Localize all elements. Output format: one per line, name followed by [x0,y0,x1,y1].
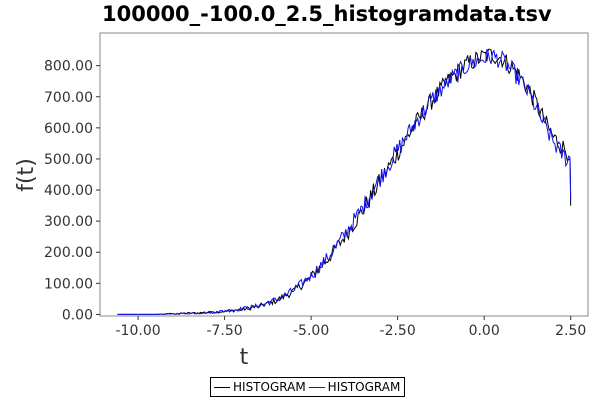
y-axis-label: f(t) [14,158,39,192]
y-tick-label: 0.00 [62,307,93,323]
series-line-1 [117,48,572,315]
x-tick-label: 2.50 [555,323,586,339]
legend-item-1: HISTOGRAM [214,380,306,394]
x-axis-label: t [240,345,249,370]
y-tick-label: 400.00 [44,183,93,199]
y-tick-label: 800.00 [44,59,93,75]
x-tick-label: -7.50 [206,323,242,339]
legend-item-2: HISTOGRAM [308,380,401,394]
series-line-2 [117,49,572,315]
y-tick-label: 600.00 [44,121,93,137]
y-tick-label: 500.00 [44,152,93,168]
legend-swatch [308,386,325,388]
x-tick-label: -10.00 [116,323,161,339]
y-tick-label: 300.00 [44,214,93,230]
legend-swatch [214,386,230,388]
x-tick-label: 0.00 [469,323,500,339]
chart-title: 100000_-100.0_2.5_histogramdata.tsv [102,2,552,26]
chart-legend: HISTOGRAM HISTOGRAM [210,377,406,397]
legend-label: HISTOGRAM [327,380,401,394]
plot-frame [99,32,589,317]
y-tick-label: 100.00 [44,276,93,292]
x-tick-label: -5.00 [293,323,329,339]
x-tick-label: -2.50 [380,323,416,339]
y-tick-label: 700.00 [44,90,93,106]
y-tick-label: 200.00 [44,245,93,261]
legend-label: HISTOGRAM [233,380,306,394]
